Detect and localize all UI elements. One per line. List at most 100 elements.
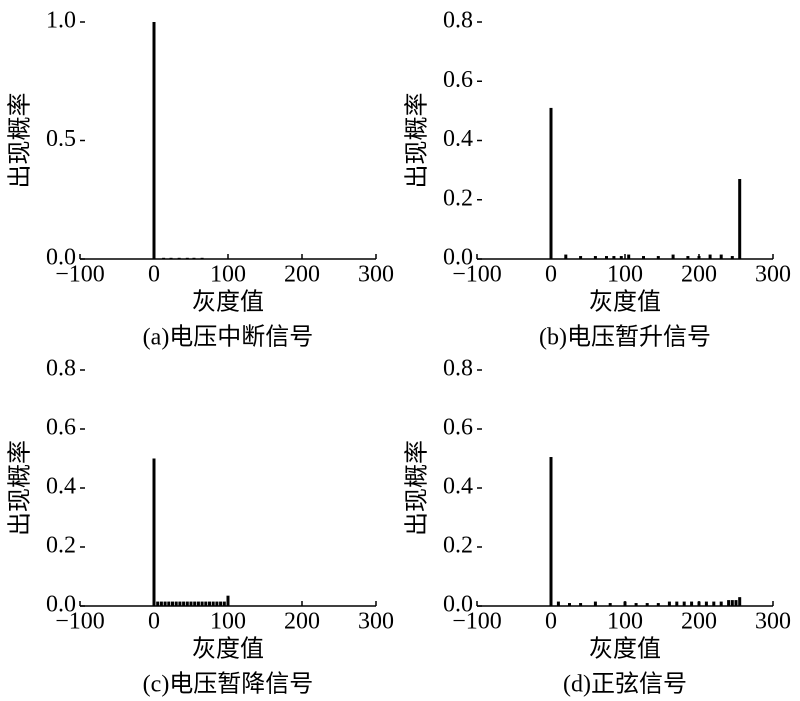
x-tick-label: 200 (681, 609, 717, 635)
bar (162, 257, 166, 259)
bar (222, 601, 226, 606)
caption: (c)电压暂降信号 (143, 671, 314, 698)
x-tick-label: −100 (452, 609, 502, 635)
y-tick-label: 0.8 (46, 356, 76, 382)
y-tick-label: 1.0 (46, 8, 76, 34)
x-tick-label: 200 (284, 262, 320, 288)
y-tick-label: 0.0 (46, 245, 76, 271)
x-tick-label: 300 (755, 262, 791, 288)
bar (623, 601, 627, 606)
x-tick-label: −100 (452, 262, 502, 288)
bar (568, 603, 571, 606)
caption: (b)电压暂升信号 (539, 324, 711, 351)
y-tick-label: 0.0 (443, 245, 473, 271)
x-tick-label: 0 (545, 262, 557, 288)
x-axis-label: 灰度值 (589, 636, 661, 663)
x-tick-label: 100 (607, 262, 643, 288)
bar (719, 601, 723, 606)
bar (656, 256, 660, 259)
x-tick-label: 100 (210, 609, 246, 635)
bar (177, 257, 181, 259)
bar (627, 254, 631, 259)
y-tick-label: 0.8 (443, 8, 473, 34)
bar (204, 601, 208, 606)
bar (686, 256, 690, 259)
bar (152, 458, 156, 606)
bar (549, 107, 553, 259)
bar (738, 597, 742, 606)
x-tick-label: 300 (755, 609, 791, 635)
caption: (a)电压中断信号 (143, 324, 314, 351)
bar (579, 603, 583, 606)
bar (193, 601, 197, 606)
bar (159, 601, 163, 606)
bar (167, 601, 171, 606)
y-tick-label: 0.0 (46, 592, 76, 618)
bar (712, 601, 716, 606)
bar (593, 256, 597, 259)
bar (730, 256, 734, 259)
bar (682, 601, 686, 606)
bar (189, 601, 193, 606)
bar (171, 601, 174, 606)
x-tick-label: 0 (148, 262, 160, 288)
bar (579, 256, 583, 259)
y-tick-label: 0.4 (443, 474, 473, 500)
bar (608, 603, 612, 606)
bar (656, 603, 660, 606)
bar (564, 254, 568, 259)
y-tick-label: 0.2 (443, 533, 473, 559)
bar (163, 601, 167, 606)
bar (208, 601, 211, 606)
bar (556, 601, 560, 606)
bar (211, 601, 215, 606)
x-tick-label: 300 (358, 609, 394, 635)
bar (169, 257, 173, 259)
bar (215, 601, 219, 606)
bar (671, 254, 675, 259)
bar (152, 22, 156, 259)
bar (738, 179, 742, 259)
x-tick-label: −100 (55, 262, 105, 288)
bar (697, 601, 701, 606)
y-tick-label: 0.2 (443, 185, 473, 211)
bar (178, 601, 182, 606)
x-axis-label: 灰度值 (589, 289, 661, 316)
x-axis-label: 灰度值 (192, 289, 264, 316)
y-axis-label: 出现概率 (404, 93, 431, 189)
bar (675, 601, 679, 606)
y-tick-label: 0.6 (46, 415, 76, 441)
x-tick-label: 0 (545, 609, 557, 635)
bar (690, 601, 694, 606)
bar (156, 601, 160, 606)
bar (730, 600, 734, 606)
y-tick-label: 0.8 (443, 356, 473, 382)
x-tick-label: 200 (681, 262, 717, 288)
bar (200, 601, 204, 606)
y-axis-label: 出现概率 (7, 440, 34, 536)
y-tick-label: 0.4 (46, 474, 76, 500)
bar (593, 601, 597, 606)
bar (645, 603, 649, 606)
bar (196, 601, 200, 606)
x-tick-label: 100 (607, 609, 643, 635)
bar (719, 254, 723, 259)
bar (185, 601, 189, 606)
y-tick-label: 0.6 (443, 415, 473, 441)
x-tick-label: 100 (210, 262, 246, 288)
y-tick-label: 0.2 (46, 533, 76, 559)
bar (727, 600, 731, 606)
y-axis-label: 出现概率 (7, 93, 34, 189)
y-tick-label: 0.0 (443, 592, 473, 618)
bar (697, 256, 701, 259)
bar (619, 256, 623, 259)
y-axis-label: 出现概率 (404, 440, 431, 536)
bar (642, 256, 645, 259)
bar (634, 603, 638, 606)
x-tick-label: 300 (358, 262, 394, 288)
bar (200, 257, 204, 259)
bar (704, 601, 708, 606)
bar (667, 601, 671, 606)
y-tick-label: 0.5 (46, 126, 76, 152)
bar (192, 257, 196, 259)
